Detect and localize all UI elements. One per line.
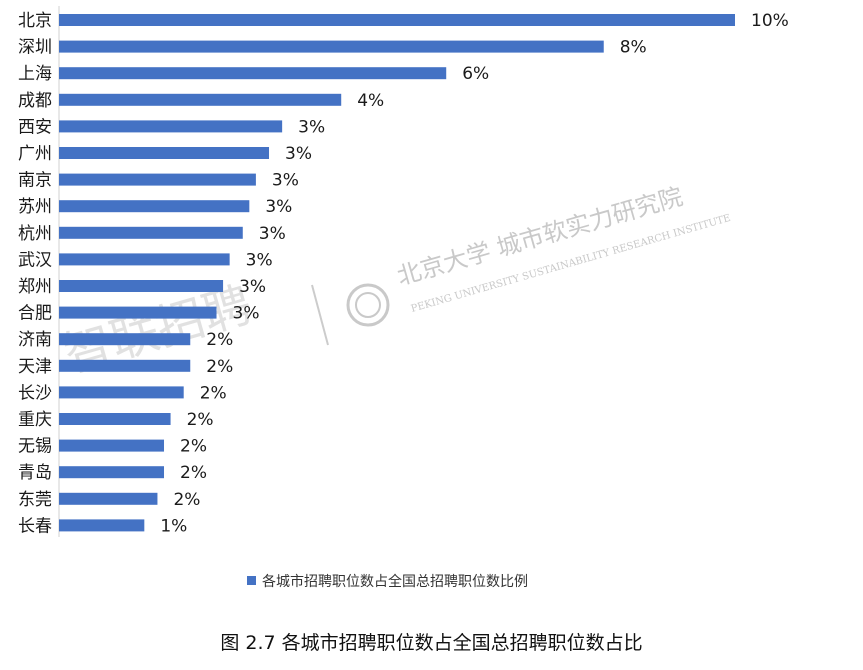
category-label-10: 郑州 <box>18 277 52 297</box>
category-label-0: 北京 <box>18 11 52 31</box>
value-label-3: 4% <box>357 91 384 111</box>
bar-16 <box>59 439 165 452</box>
bar-11 <box>59 306 217 319</box>
category-label-16: 无锡 <box>18 437 52 457</box>
value-label-10: 3% <box>239 277 266 297</box>
category-label-5: 广州 <box>18 144 52 164</box>
bar-6 <box>59 173 256 186</box>
watermark-divider <box>311 284 329 346</box>
bar-17 <box>59 466 165 479</box>
value-label-2: 6% <box>462 64 489 84</box>
value-label-18: 2% <box>173 490 200 510</box>
bar-12 <box>59 333 191 346</box>
category-label-4: 西安 <box>18 117 52 137</box>
bar-1 <box>59 40 604 53</box>
category-label-9: 武汉 <box>18 250 52 270</box>
category-label-1: 深圳 <box>18 38 52 58</box>
category-label-2: 上海 <box>18 64 52 84</box>
category-label-18: 东莞 <box>18 490 52 510</box>
value-labels: 10%8%6%4%3%3%3%3%3%3%3%3%2%2%2%2%2%2%2%1… <box>160 11 788 536</box>
legend: 各城市招聘职位数占全国总招聘职位数比例 <box>247 573 528 590</box>
bar-3 <box>59 93 342 106</box>
bar-8 <box>59 226 243 239</box>
value-label-14: 2% <box>200 383 227 403</box>
legend-swatch <box>247 576 256 585</box>
bar-13 <box>59 359 191 372</box>
pku-seal-icon <box>346 283 390 327</box>
value-label-16: 2% <box>180 437 207 457</box>
bar-7 <box>59 200 250 213</box>
value-label-17: 2% <box>180 463 207 483</box>
value-label-8: 3% <box>259 224 286 244</box>
bar-19 <box>59 519 145 532</box>
category-label-14: 长沙 <box>18 383 52 403</box>
bar-18 <box>59 492 158 505</box>
bar-0 <box>59 14 735 26</box>
category-label-15: 重庆 <box>18 410 52 430</box>
figure-caption: 图 2.7 各城市招聘职位数占全国总招聘职位数占比 <box>220 632 643 654</box>
bar-2 <box>59 67 447 80</box>
bar-4 <box>59 120 283 133</box>
value-label-9: 3% <box>246 250 273 270</box>
value-label-13: 2% <box>206 357 233 377</box>
bar-9 <box>59 253 230 266</box>
value-label-15: 2% <box>187 410 214 430</box>
value-label-7: 3% <box>265 197 292 217</box>
pku-seal-inner-icon <box>355 292 381 318</box>
category-label-7: 苏州 <box>18 197 52 217</box>
value-label-19: 1% <box>160 516 187 536</box>
value-label-11: 3% <box>233 304 260 324</box>
value-label-0: 10% <box>751 11 789 31</box>
category-label-3: 成都 <box>18 91 52 111</box>
bar-14 <box>59 386 184 399</box>
category-label-19: 长春 <box>18 516 52 536</box>
category-label-17: 青岛 <box>18 463 52 483</box>
category-label-12: 济南 <box>18 330 52 350</box>
bar-15 <box>59 413 171 425</box>
category-label-6: 南京 <box>18 171 52 191</box>
category-label-8: 杭州 <box>18 224 52 244</box>
value-label-12: 2% <box>206 330 233 350</box>
value-label-6: 3% <box>272 171 299 191</box>
value-label-5: 3% <box>285 144 312 164</box>
value-label-1: 8% <box>620 38 647 58</box>
bar-10 <box>59 280 224 292</box>
legend-label: 各城市招聘职位数占全国总招聘职位数比例 <box>262 573 528 590</box>
category-label-11: 合肥 <box>18 304 52 324</box>
bar-5 <box>59 147 270 159</box>
bar-series <box>59 14 735 532</box>
category-label-13: 天津 <box>18 357 52 377</box>
value-label-4: 3% <box>298 117 325 137</box>
